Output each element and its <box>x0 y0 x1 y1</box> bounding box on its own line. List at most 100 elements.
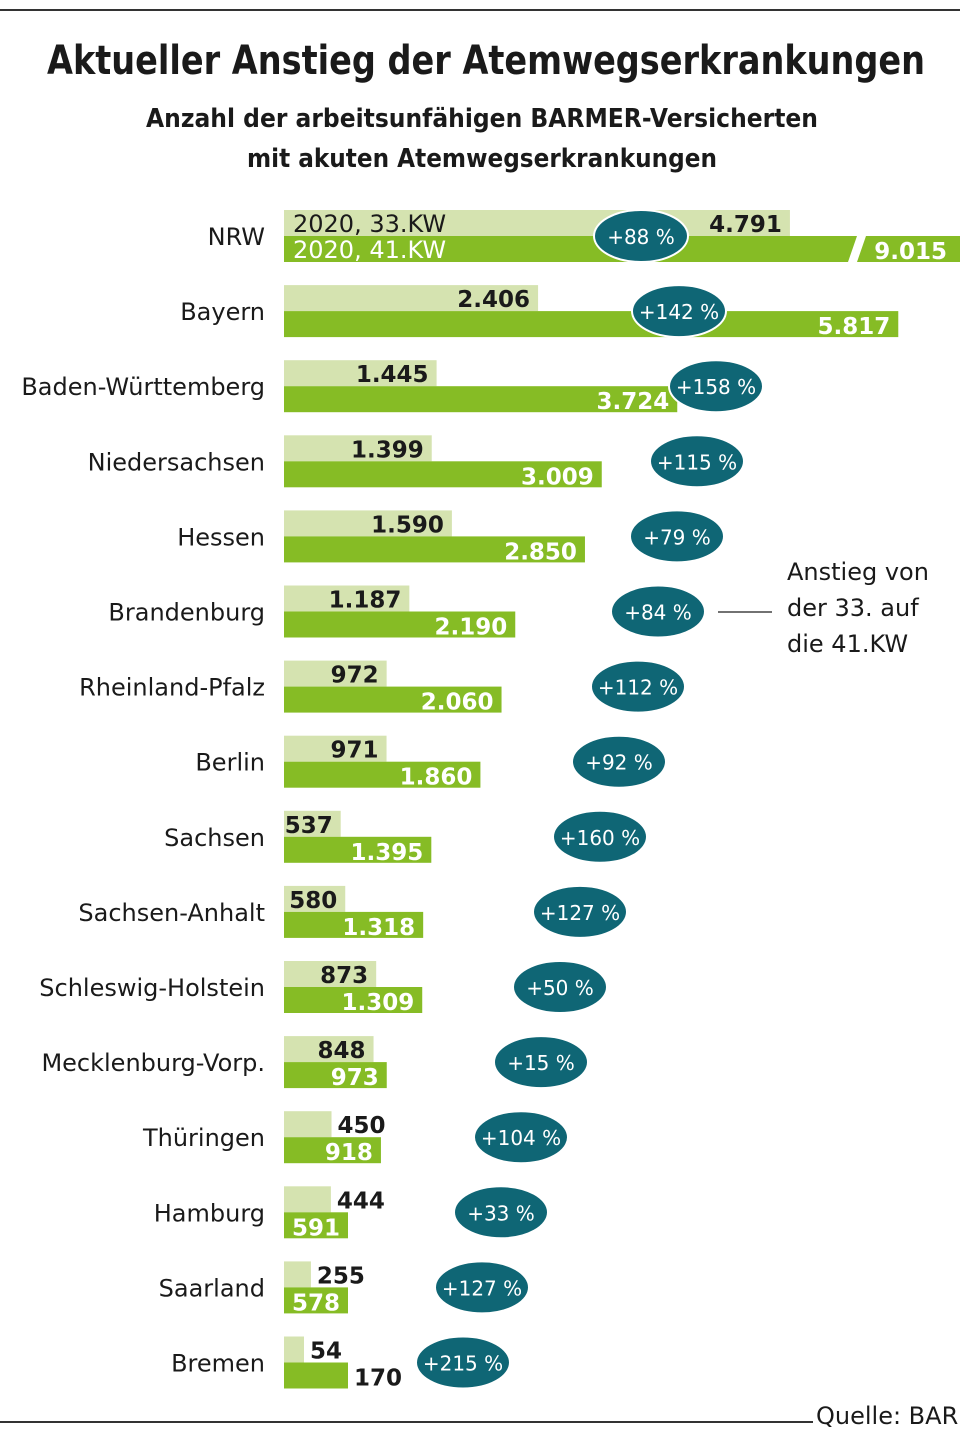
bar-kw41 <box>284 911 424 938</box>
value-label-kw33: 450 <box>338 1113 386 1139</box>
value-label-kw41: 2.850 <box>504 539 577 565</box>
value-label-kw33: 1.399 <box>351 437 424 463</box>
value-label-kw41: 591 <box>292 1215 340 1241</box>
annotation-line-1: Anstieg von <box>787 558 929 586</box>
bar-kw33 <box>284 961 377 987</box>
value-label-kw33: 444 <box>337 1188 385 1214</box>
value-label-kw41: 2.190 <box>434 615 507 641</box>
bar-kw41 <box>284 1287 348 1314</box>
legend-kw33: 2020, 33.KW <box>293 210 446 238</box>
value-label-kw33: 873 <box>320 963 368 989</box>
value-label-kw41: 1.860 <box>400 765 473 791</box>
increase-badge <box>629 509 725 564</box>
bar-kw33 <box>284 435 432 462</box>
bar-kw41 <box>284 611 516 638</box>
category-label: Saarland <box>159 1274 265 1302</box>
category-label: Brandenburg <box>108 599 265 627</box>
bar-kw41 <box>284 1362 348 1389</box>
increase-label: +50 % <box>526 976 594 1000</box>
chart-subtitle-1: Anzahl der arbeitsunfähigen BARMER-Versi… <box>146 104 818 134</box>
value-label-kw33: 255 <box>317 1263 365 1289</box>
category-label: Berlin <box>195 749 265 777</box>
annotation-line-3: die 41.KW <box>787 630 908 658</box>
increase-label: +112 % <box>598 676 678 700</box>
bar-kw41 <box>284 311 899 338</box>
bar-kw41 <box>284 1137 381 1164</box>
increase-badge <box>434 1260 530 1315</box>
annotation-line-2: der 33. auf <box>787 594 919 622</box>
category-label: NRW <box>208 223 265 251</box>
chart-title: Aktueller Anstieg der Atemwegserkrankung… <box>47 38 925 84</box>
bar-kw33 <box>284 885 346 912</box>
increase-badge <box>649 434 745 489</box>
value-label-kw41: 3.724 <box>596 389 669 415</box>
increase-badge <box>590 659 686 714</box>
category-label: Bayern <box>180 298 265 326</box>
value-label-kw41: 1.309 <box>341 990 414 1016</box>
value-label-kw41: 1.395 <box>351 840 424 866</box>
value-label-kw33: 537 <box>285 813 333 839</box>
category-label: Hamburg <box>154 1199 265 1227</box>
chart-subtitle-2: mit akuten Atemwegserkrankungen <box>247 144 717 174</box>
increase-badge <box>532 884 628 939</box>
increase-badge <box>473 1110 569 1165</box>
bar-kw41 <box>284 236 857 262</box>
legend-kw41: 2020, 41.KW <box>293 236 446 264</box>
bar-kw33 <box>284 810 341 837</box>
category-label: Sachsen <box>164 824 265 852</box>
increase-label: +215 % <box>423 1352 503 1376</box>
bar-kw33 <box>284 210 790 236</box>
increase-label: +84 % <box>624 601 692 625</box>
value-label-kw41: 1.318 <box>342 915 415 941</box>
category-label: Schleswig-Holstein <box>39 974 265 1002</box>
bar-kw33 <box>284 360 437 387</box>
increase-label: +33 % <box>467 1201 535 1225</box>
bar-kw41 <box>284 761 481 788</box>
bar-kw33 <box>284 285 539 312</box>
value-label-kw33: 2.406 <box>457 287 530 313</box>
bar-kw33 <box>284 510 452 537</box>
category-label: Sachsen-Anhalt <box>78 899 265 927</box>
bar-kw41-broken-segment <box>857 236 960 262</box>
value-label-kw41: 973 <box>331 1065 379 1091</box>
value-label-kw33: 1.445 <box>356 362 429 388</box>
category-label: Bremen <box>171 1350 265 1378</box>
bar-kw41 <box>284 987 423 1013</box>
increase-label: +104 % <box>481 1126 561 1150</box>
bar-kw33 <box>284 1336 304 1363</box>
bar-kw41 <box>284 386 678 413</box>
increase-label: +79 % <box>643 525 711 549</box>
increase-badge <box>552 809 648 864</box>
increase-label: +15 % <box>507 1051 575 1075</box>
value-label-kw33: 1.187 <box>329 588 402 614</box>
value-label-kw41: 5.817 <box>818 314 891 340</box>
category-label: Baden-Württemberg <box>21 373 265 401</box>
increase-badge <box>571 734 667 789</box>
increase-label: +127 % <box>540 901 620 925</box>
increase-badge <box>593 209 689 263</box>
bar-kw33 <box>284 1261 311 1288</box>
bar-kw41 <box>284 836 432 863</box>
increase-label: +142 % <box>639 300 719 324</box>
bar-kw41 <box>284 461 602 488</box>
value-label-kw33: 580 <box>289 888 337 914</box>
increase-badge <box>453 1185 549 1240</box>
source-note: Quelle: BARMER <box>816 1402 960 1430</box>
increase-badge <box>631 284 727 339</box>
bar-kw33 <box>284 1186 331 1213</box>
bar-kw33 <box>284 585 410 612</box>
value-label-kw33: 848 <box>318 1038 366 1064</box>
category-label: Mecklenburg-Vorp. <box>41 1049 265 1077</box>
value-label-kw33: 972 <box>331 663 379 689</box>
bar-kw41 <box>284 536 585 563</box>
increase-label: +115 % <box>657 450 737 474</box>
bar-kw41 <box>284 1212 348 1239</box>
category-label: Thüringen <box>142 1124 265 1152</box>
value-label-kw33: 971 <box>331 738 379 764</box>
bar-kw33 <box>284 735 387 762</box>
increase-label: +158 % <box>676 375 756 399</box>
increase-badge <box>512 960 608 1014</box>
increase-badge <box>493 1035 589 1090</box>
